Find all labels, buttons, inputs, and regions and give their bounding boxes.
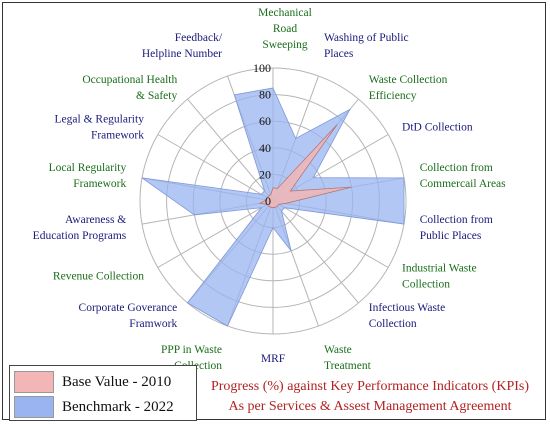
legend-item-benchmark: Benchmark - 2022	[14, 395, 174, 419]
legend-item-base: Base Value - 2010	[14, 370, 171, 394]
category-label-line: Corporate Goverance	[79, 302, 178, 314]
category-label-line: Places	[324, 48, 354, 60]
category-label-line: Waste Collection	[369, 74, 448, 86]
category-label: Collection from Commercail Areas	[420, 162, 506, 190]
category-label-line: Framework	[73, 178, 126, 190]
category-label-line: Local Regularity	[49, 162, 127, 174]
radial-tick-label: 40	[259, 141, 271, 155]
caption-line-2: As per Services & Assest Management Agre…	[228, 399, 512, 414]
category-label-line: Commercail Areas	[420, 178, 506, 190]
category-label-line: Revenue Collection	[53, 271, 144, 283]
category-label: Industrial Waste Collection	[402, 263, 477, 291]
category-label-line: Legal & Regularity	[55, 114, 145, 126]
radial-tick-label: 100	[253, 61, 271, 75]
radial-tick-label: 20	[259, 167, 271, 181]
radar-chart: 0 20 40 60 80 100 Mechanical Road Sweeping Washin…	[33, 7, 506, 372]
category-label: Legal & Regularity Framework	[55, 114, 145, 142]
category-label-line: Mechanical	[258, 7, 312, 19]
grid-spoke	[187, 98, 274, 202]
category-label: Mechanical Road Sweeping	[258, 7, 312, 51]
legend-label-benchmark: Benchmark - 2022	[62, 398, 174, 415]
category-label: Occupational Health & Safety	[82, 74, 177, 102]
category-label-line: Framwork	[129, 318, 177, 330]
grid-spoke	[157, 200, 274, 268]
category-label: DtD Collection	[402, 122, 473, 134]
category-label-line: DtD Collection	[402, 122, 473, 134]
category-label: Waste Treatment	[324, 344, 372, 372]
category-label: Collection from Public Places	[420, 214, 493, 242]
category-label: MRF	[261, 353, 285, 365]
category-label: Waste Collection Efficiency	[369, 74, 448, 102]
category-label: Revenue Collection	[53, 271, 144, 283]
caption-line-1: Progress (%) against Key Performance Ind…	[210, 379, 529, 394]
grid-spoke	[272, 200, 359, 304]
category-label-line: Feedback/	[175, 32, 223, 44]
category-label-line: Efficiency	[369, 90, 417, 102]
category-label-line: Collection	[402, 279, 450, 291]
category-label-line: Waste	[324, 344, 352, 356]
legend-swatch-benchmark	[14, 396, 54, 418]
category-label: Washing of Public Places	[324, 32, 409, 60]
category-label-line: Awareness &	[65, 214, 126, 226]
grid-spoke	[157, 134, 274, 202]
legend-label-base: Base Value - 2010	[62, 373, 172, 390]
chart-caption: Progress (%) against Key Performance Ind…	[193, 377, 547, 417]
category-label: Awareness & Education Programs	[33, 214, 127, 242]
category-label-line: Treatment	[324, 360, 372, 372]
category-label-line: PPP in Waste	[161, 344, 222, 356]
category-label: Corporate Goverance Framwork	[79, 302, 178, 330]
series-area-base-2010	[258, 124, 352, 209]
category-label-line: Infectious Waste	[369, 302, 445, 314]
category-label-line: Framework	[91, 130, 144, 142]
radial-tick-label: 80	[259, 88, 271, 102]
category-label-line: Helpline Number	[142, 48, 222, 60]
category-label-line: Industrial Waste	[402, 263, 477, 275]
category-label-line: MRF	[261, 353, 285, 365]
category-label: Feedback/Helpline Number	[142, 32, 223, 60]
grid-spoke	[272, 200, 389, 268]
category-label-line: Road	[273, 23, 298, 35]
category-label-line: Collection from	[420, 214, 493, 226]
category-label-line: Washing of Public	[324, 32, 409, 44]
legend-swatch-base	[14, 371, 54, 393]
category-label-line: Sweeping	[262, 39, 308, 51]
category-label: Local Regularity Framework	[49, 162, 127, 190]
category-label-line: Education Programs	[33, 230, 127, 242]
category-label: Infectious Waste Collection	[369, 302, 445, 330]
radial-tick-label: 0	[265, 194, 271, 208]
category-label-line: & Safety	[136, 90, 177, 102]
chart-frame: 0 20 40 60 80 100 Mechanical Road Sweeping Washin…	[2, 2, 547, 421]
radial-tick-label: 60	[259, 114, 271, 128]
category-label-line: Occupational Health	[82, 74, 177, 86]
legend: Base Value - 2010 Benchmark - 2022	[9, 365, 197, 421]
category-label-line: Collection	[369, 318, 417, 330]
category-label-line: Public Places	[420, 230, 482, 242]
category-label-line: Collection from	[420, 162, 493, 174]
